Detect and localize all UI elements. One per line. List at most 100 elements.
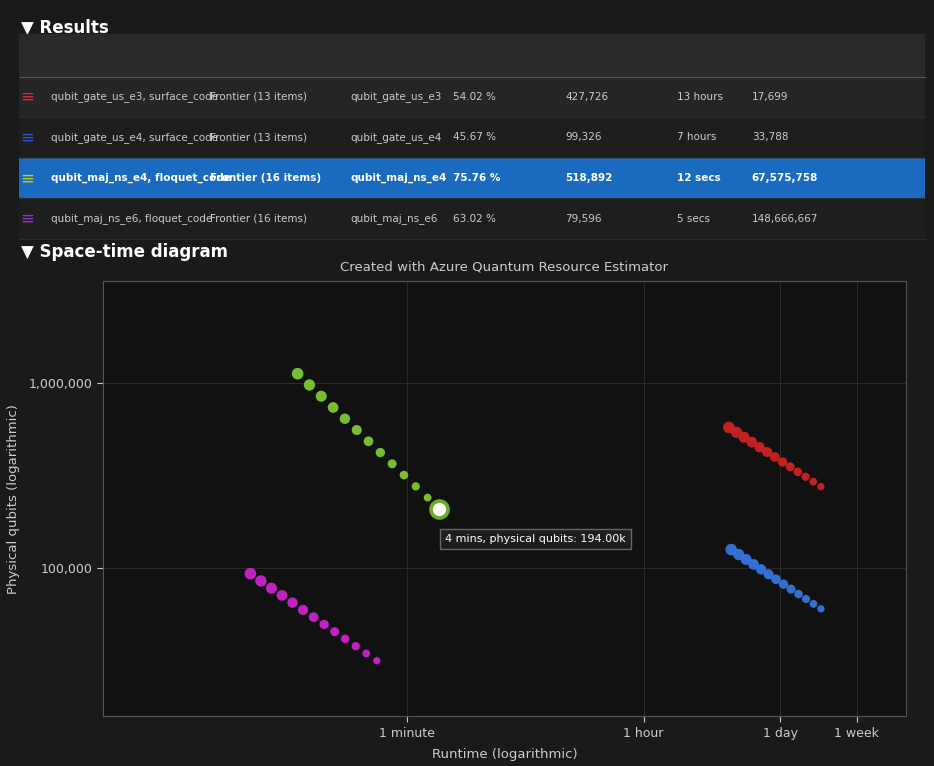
Point — [306, 611, 321, 624]
Point — [253, 574, 268, 587]
Text: Frontier (16 items): Frontier (16 items) — [210, 214, 307, 224]
Point — [432, 502, 446, 515]
Text: 427,726: 427,726 — [565, 92, 608, 102]
Point — [359, 647, 374, 660]
Point — [348, 640, 363, 653]
Point — [290, 368, 305, 380]
Point — [408, 480, 423, 493]
Text: 63.02 %: 63.02 % — [453, 214, 496, 224]
Point — [314, 390, 329, 402]
Point — [739, 553, 754, 565]
Point — [361, 435, 376, 447]
Text: qubit_maj_ns_e6: qubit_maj_ns_e6 — [350, 213, 438, 224]
Point — [814, 603, 828, 615]
Point — [752, 441, 767, 453]
Text: 75.76 %: 75.76 % — [453, 173, 501, 183]
Text: 12 secs: 12 secs — [677, 173, 721, 183]
Text: 45.67 %: 45.67 % — [453, 133, 496, 142]
Point — [285, 597, 300, 609]
Text: qubit_gate_us_e4, surface_code: qubit_gate_us_e4, surface_code — [51, 132, 219, 143]
Point — [338, 633, 353, 645]
Text: qubit_maj_ns_e6, floquet_code: qubit_maj_ns_e6, floquet_code — [51, 213, 213, 224]
Point — [729, 426, 744, 438]
Point — [731, 548, 746, 561]
Point — [369, 654, 384, 666]
Point — [768, 451, 783, 463]
X-axis label: Runtime (logarithmic): Runtime (logarithmic) — [432, 748, 577, 761]
Point — [790, 466, 805, 478]
Text: Frontier (16 items): Frontier (16 items) — [210, 173, 321, 183]
Title: Created with Azure Quantum Resource Estimator: Created with Azure Quantum Resource Esti… — [340, 260, 669, 273]
Text: ⧉: ⧉ — [21, 49, 28, 62]
Point — [243, 568, 258, 580]
Point — [724, 543, 739, 555]
Text: 13 hours: 13 hours — [677, 92, 723, 102]
Point — [432, 502, 446, 515]
Point — [420, 492, 435, 504]
Text: qubit_gate_us_e4: qubit_gate_us_e4 — [350, 132, 442, 143]
Point — [798, 470, 813, 483]
Text: qubit_gate_us_e3: qubit_gate_us_e3 — [350, 91, 442, 103]
Point — [327, 626, 342, 638]
Text: 148,666,667: 148,666,667 — [752, 214, 818, 224]
Point — [337, 413, 352, 425]
Text: ≡: ≡ — [21, 88, 35, 106]
Text: ≡: ≡ — [21, 210, 35, 228]
Point — [769, 573, 784, 585]
Point — [737, 431, 752, 444]
Text: 4 mins, physical qubits: 194.00k: 4 mins, physical qubits: 194.00k — [446, 534, 626, 544]
Point — [373, 447, 388, 459]
Text: 54.02 %: 54.02 % — [453, 92, 496, 102]
Point — [799, 593, 814, 605]
Point — [783, 461, 798, 473]
Text: T factory fraction: T factory fraction — [453, 51, 560, 61]
Point — [759, 446, 774, 458]
Y-axis label: Physical qubits (logarithmic): Physical qubits (logarithmic) — [7, 404, 21, 594]
Point — [275, 589, 290, 601]
Text: ▼ Space-time diagram: ▼ Space-time diagram — [21, 243, 228, 260]
Text: qubit_maj_ns_e4: qubit_maj_ns_e4 — [350, 173, 446, 183]
Point — [302, 379, 317, 391]
Point — [744, 436, 759, 448]
Point — [806, 476, 821, 488]
Point — [746, 558, 761, 571]
Text: rQOPS: rQOPS — [752, 51, 791, 61]
Text: ≡: ≡ — [21, 129, 35, 146]
Text: qubit_maj_ns_e4, floquet_code: qubit_maj_ns_e4, floquet_code — [51, 173, 232, 183]
Point — [385, 457, 400, 470]
Text: ▼ Results: ▼ Results — [21, 19, 108, 37]
Point — [349, 424, 364, 436]
Text: Physical qubits: Physical qubits — [565, 51, 658, 61]
Point — [754, 563, 769, 575]
Point — [396, 469, 411, 481]
Text: Frontier (13 items): Frontier (13 items) — [210, 133, 307, 142]
Point — [761, 568, 776, 581]
Text: 5 secs: 5 secs — [677, 214, 710, 224]
Text: Run name: Run name — [51, 51, 113, 61]
Point — [264, 582, 279, 594]
Text: ≡: ≡ — [21, 169, 35, 187]
Point — [806, 597, 821, 610]
Text: 17,699: 17,699 — [752, 92, 788, 102]
Text: 79,596: 79,596 — [565, 214, 601, 224]
Text: 33,788: 33,788 — [752, 133, 788, 142]
Point — [814, 480, 828, 493]
Text: Runtime: Runtime — [677, 51, 729, 61]
Point — [432, 502, 446, 515]
Point — [317, 618, 332, 630]
Point — [791, 588, 806, 600]
Point — [326, 401, 341, 414]
Point — [775, 456, 790, 468]
Text: Estimate type: Estimate type — [210, 51, 295, 61]
Text: 99,326: 99,326 — [565, 133, 601, 142]
Point — [776, 578, 791, 591]
Point — [295, 604, 310, 616]
Point — [784, 583, 799, 595]
Text: qubit_gate_us_e3, surface_code: qubit_gate_us_e3, surface_code — [51, 91, 219, 103]
Point — [721, 421, 736, 434]
Text: Frontier (13 items): Frontier (13 items) — [210, 92, 307, 102]
Text: 518,892: 518,892 — [565, 173, 613, 183]
Text: 7 hours: 7 hours — [677, 133, 716, 142]
Text: 67,575,758: 67,575,758 — [752, 173, 818, 183]
Text: Qubit type: Qubit type — [350, 51, 415, 61]
